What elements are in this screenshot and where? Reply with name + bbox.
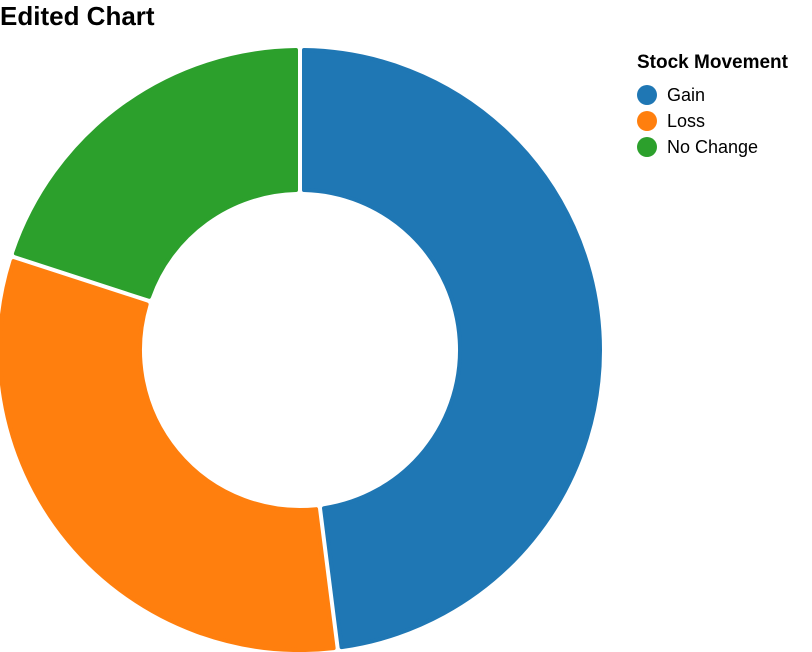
legend-label-no-change: No Change	[667, 136, 759, 157]
legend-item-no-change: No Change	[637, 134, 788, 160]
legend: Stock Movement Gain Loss No Change	[637, 52, 788, 160]
legend-item-loss: Loss	[637, 108, 788, 134]
chart-title: Edited Chart	[0, 1, 155, 31]
legend-items: Gain Loss No Change	[637, 82, 788, 160]
legend-swatch-loss	[637, 111, 657, 131]
legend-swatch-gain	[637, 85, 657, 105]
legend-label-loss: Loss	[667, 110, 706, 131]
legend-label-gain: Gain	[667, 84, 706, 105]
donut-slices	[0, 48, 602, 652]
legend-swatch-no-change	[637, 137, 657, 157]
slice-no-change	[13, 48, 298, 299]
legend-title: Stock Movement	[637, 52, 788, 73]
legend-item-gain: Gain	[637, 82, 788, 108]
slice-loss	[0, 259, 336, 652]
slice-gain	[302, 48, 602, 650]
